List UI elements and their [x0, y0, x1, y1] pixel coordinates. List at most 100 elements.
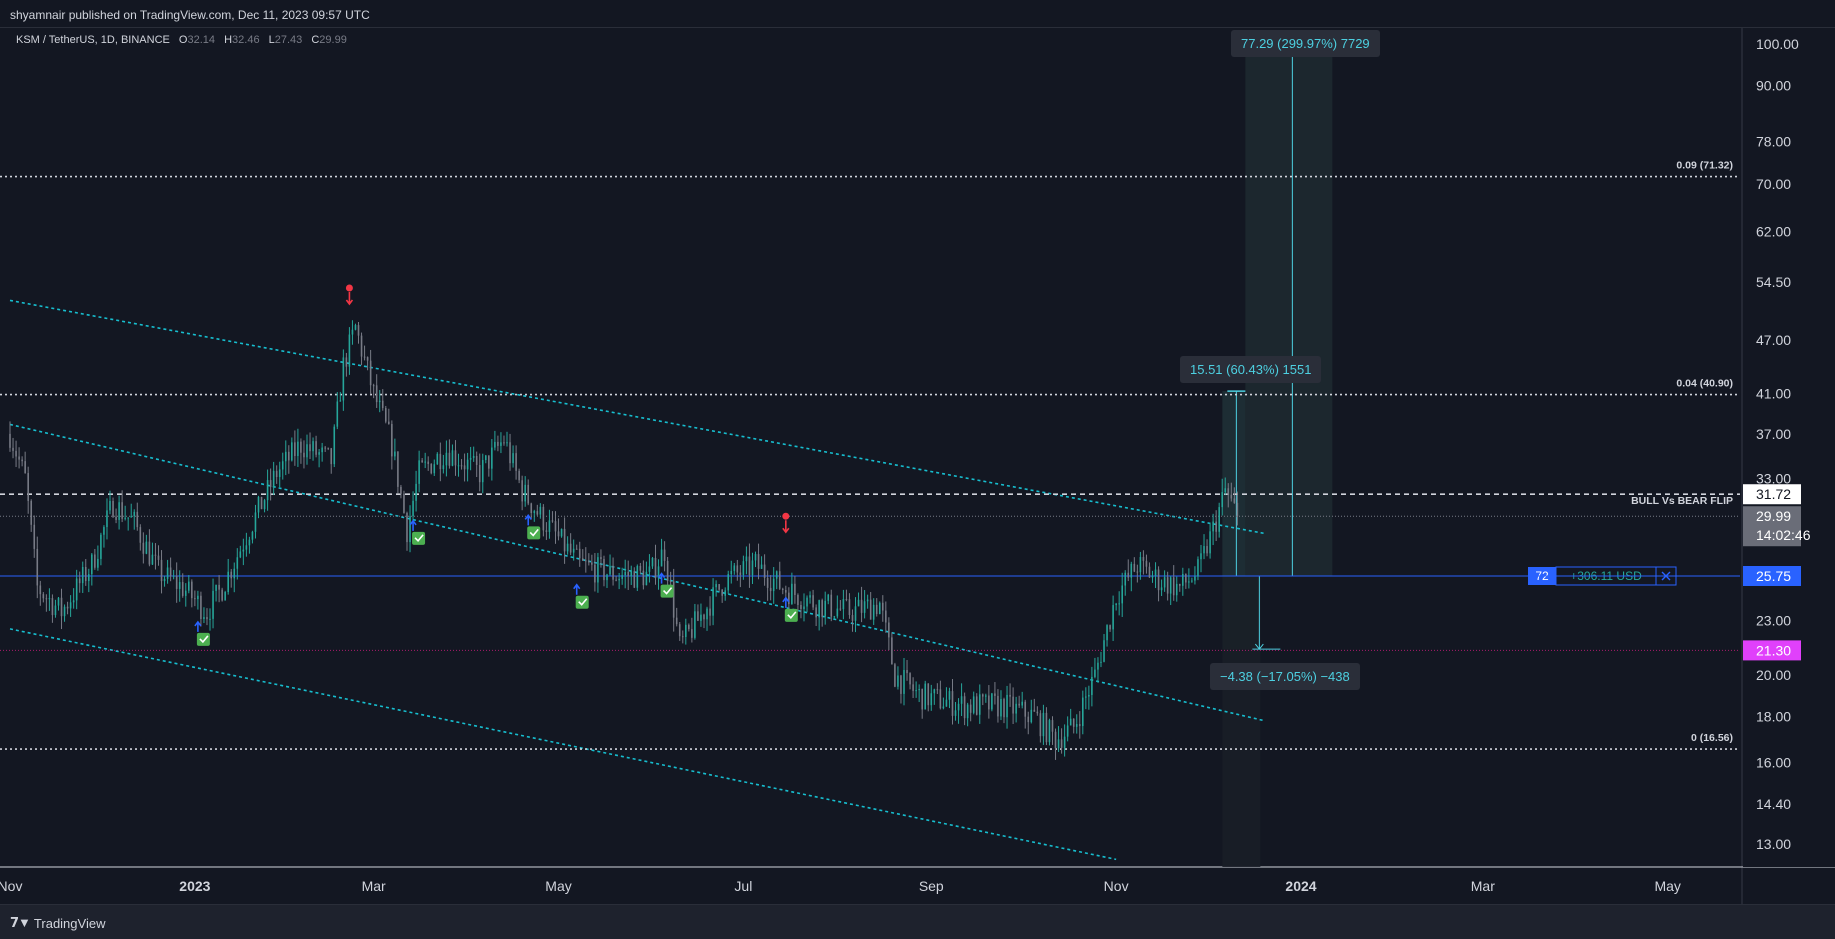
candle-body: [860, 599, 863, 613]
candle-body: [618, 578, 620, 581]
candle-body: [221, 589, 223, 601]
candle-body: [1136, 571, 1139, 573]
candle-body: [478, 464, 481, 483]
y-tick-11: 20.00: [1756, 667, 1791, 683]
position-tool[interactable]: 72 +306.11 USD: [1222, 32, 1677, 867]
candle-body: [39, 585, 42, 595]
candle-body: [727, 574, 730, 591]
candle-body: [994, 693, 996, 696]
candle-body: [115, 516, 117, 520]
candle-body: [330, 448, 333, 465]
candle-body: [160, 559, 163, 582]
candle-body: [1178, 583, 1181, 586]
price-label-2: 25.75: [1756, 568, 1791, 584]
candle-body: [954, 710, 957, 716]
candle-body: [1133, 563, 1136, 572]
candle-body: [1078, 724, 1081, 727]
candle-body: [1197, 559, 1199, 577]
candle-body: [172, 575, 175, 577]
candle-body: [1215, 521, 1217, 532]
x-tick-4: Jul: [734, 878, 752, 894]
candle-body: [518, 470, 520, 481]
candle-body: [1206, 546, 1208, 554]
candle-body: [794, 583, 796, 595]
candle-body: [512, 453, 514, 464]
candle-body: [81, 566, 84, 584]
candle-body: [1221, 492, 1224, 508]
buy-check-box-3: [575, 595, 589, 609]
candle-body: [754, 554, 757, 561]
candle-body: [466, 459, 469, 470]
y-tick-1: 90.00: [1756, 77, 1791, 93]
candle-body: [642, 570, 645, 586]
candle-body: [515, 453, 517, 471]
y-tick-7: 41.00: [1756, 386, 1791, 402]
stop-label: −4.38 (−17.05%) −438: [1210, 663, 1360, 690]
candle-body: [921, 689, 923, 710]
candle-body: [209, 618, 211, 620]
candle-body: [1203, 546, 1205, 554]
candle-body: [288, 451, 290, 461]
candle-body: [1027, 716, 1030, 723]
candle-body: [612, 565, 614, 580]
candle-body: [203, 617, 205, 620]
candle-body: [584, 560, 587, 562]
candle-body: [63, 606, 66, 617]
candle-body: [633, 571, 636, 588]
price-chart[interactable]: 72 +306.11 USD 0.09 (71.32) 0.04 (40.90) BU…: [0, 28, 1835, 904]
candle-body: [854, 606, 857, 621]
candle-body: [36, 548, 39, 586]
low-key: L: [268, 34, 275, 46]
candle-body: [130, 516, 133, 518]
candle-body: [1172, 577, 1175, 596]
candle-body: [600, 557, 602, 560]
candle-body: [1212, 521, 1214, 532]
candle-body: [881, 602, 884, 611]
candle-body: [230, 571, 233, 579]
tradingview-brand[interactable]: 𝟳▼ TradingView: [10, 915, 105, 931]
candle-body: [272, 470, 275, 488]
candle-body: [1072, 718, 1075, 727]
y-tick-8: 37.00: [1756, 426, 1791, 442]
candle-body: [1109, 625, 1111, 630]
candle-body: [724, 590, 727, 596]
candle-body: [15, 450, 17, 457]
candle-body: [312, 441, 314, 452]
candle-body: [1191, 580, 1193, 582]
candle-body: [33, 524, 36, 549]
candle-body: [169, 567, 172, 577]
candle-body: [1012, 696, 1014, 714]
candle-body: [381, 400, 384, 409]
candle-body: [521, 480, 523, 502]
candle-body: [1236, 502, 1239, 517]
candle-body: [824, 600, 827, 617]
candle-body: [1088, 694, 1090, 697]
candle-body: [539, 506, 542, 515]
candle-body: [181, 582, 184, 596]
candle-body: [421, 460, 423, 463]
candle-body: [394, 451, 396, 457]
candle-body: [406, 512, 408, 543]
candle-body: [1069, 718, 1072, 726]
y-tick-3: 70.00: [1756, 176, 1791, 192]
buy-check-box-1: [412, 531, 426, 545]
horizontal-levels[interactable]: 0.09 (71.32) 0.04 (40.90) BULL Vs BEAR FLI…: [0, 160, 1740, 750]
candle-body: [260, 496, 263, 510]
candle-body: [145, 541, 148, 554]
candle-body: [433, 464, 436, 474]
candle-body: [1118, 603, 1120, 605]
candle-body: [803, 606, 805, 610]
candle-body: [324, 447, 326, 449]
candle-body: [663, 549, 666, 561]
candle-body: [345, 357, 348, 367]
candle-body: [936, 689, 939, 691]
candle-body: [409, 516, 411, 543]
candle-body: [1021, 701, 1023, 706]
chart-background: [0, 28, 1835, 904]
candle-body: [294, 442, 296, 456]
candle-body: [327, 447, 330, 449]
candle-body: [897, 675, 899, 687]
candle-body: [1218, 507, 1220, 532]
candle-body: [357, 325, 360, 336]
target1-label: 15.51 (60.43%) 1551: [1180, 356, 1322, 383]
